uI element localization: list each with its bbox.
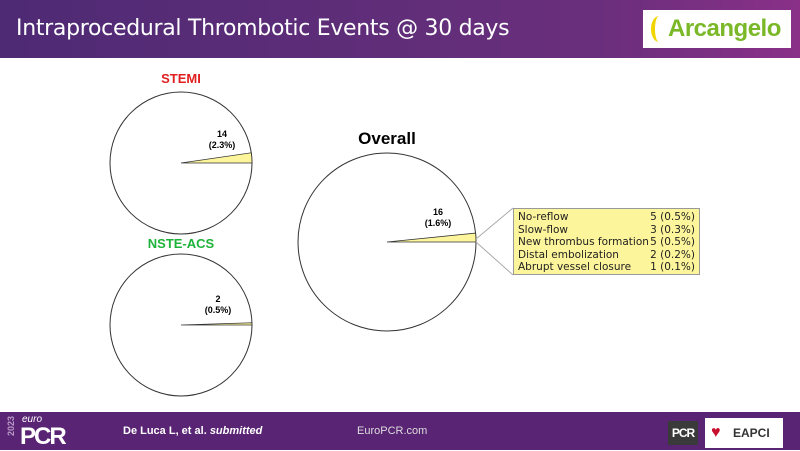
- pie-charts: STEMI 14(2.3%) NSTE-ACS 2(0.5%) Overall 16(1.…: [109, 71, 514, 397]
- event-label: Slow-flow: [518, 223, 569, 236]
- citation-authors: De Luca L, et al.: [123, 425, 207, 437]
- pie-stemi: STEMI 14(2.3%): [109, 71, 253, 235]
- legend-row: New thrombus formation 5 (0.5%): [518, 236, 695, 249]
- pie-event-slice: [386, 232, 477, 243]
- slice-count-label: 2: [215, 294, 220, 304]
- europcr-logo: PCR: [20, 423, 67, 450]
- pie-nste-acs: NSTE-ACS 2(0.5%): [109, 236, 253, 397]
- legend-connector: [475, 241, 514, 276]
- event-label: No-reflow: [518, 211, 569, 223]
- event-value: 1 (0.1%): [650, 261, 695, 273]
- legend-row: No-reflow 5 (0.5%): [518, 211, 695, 224]
- legend-row: Distal embolization 2 (0.2%): [518, 249, 695, 262]
- slide-title: Intraprocedural Thrombotic Events @ 30 d…: [16, 16, 510, 41]
- heart-icon: ♥: [711, 424, 721, 441]
- citation-status: submitted: [209, 425, 263, 437]
- brand-small: euro: [22, 414, 43, 425]
- event-value: 2 (0.2%): [650, 248, 695, 261]
- arcangelo-logo: Arcangelo: [643, 10, 791, 48]
- slice-percent-label: (0.5%): [205, 305, 232, 315]
- event-label: Abrupt vessel closure: [518, 261, 632, 273]
- event-label: Distal embolization: [518, 248, 619, 261]
- footer-bar: 2023 euro PCR De Luca L, et al. submitte…: [0, 412, 800, 450]
- year: 2023: [6, 416, 16, 437]
- slice-percent-label: (2.3%): [209, 140, 236, 150]
- website-link[interactable]: EuroPCR.com: [357, 425, 428, 437]
- logo-text: Arcangelo: [668, 15, 781, 42]
- header-bar: Intraprocedural Thrombotic Events @ 30 d…: [0, 0, 800, 58]
- legend-row: Abrupt vessel closure 1 (0.1%): [518, 261, 695, 274]
- pie-title: Overall: [358, 129, 416, 148]
- event-value: 5 (0.5%): [650, 211, 695, 223]
- event-label: New thrombus formation: [518, 236, 649, 248]
- legend-connector: [475, 207, 514, 240]
- pie-title: STEMI: [161, 71, 201, 86]
- eapci-text: EAPCI: [733, 426, 770, 440]
- legend-row: Slow-flow 3 (0.3%): [518, 224, 695, 237]
- event-value: 5 (0.5%): [650, 236, 695, 248]
- citation: De Luca L, et al. submitted: [123, 425, 262, 437]
- pie-title: NSTE-ACS: [148, 236, 215, 251]
- leaf-icon: [651, 16, 667, 42]
- event-value: 3 (0.3%): [650, 223, 695, 236]
- slice-count-label: 14: [217, 129, 227, 139]
- slice-count-label: 16: [433, 207, 443, 217]
- overall-breakdown-legend: No-reflow 5 (0.5%) Slow-flow 3 (0.3%) New th…: [513, 208, 700, 275]
- pie-event-slice: [180, 322, 253, 326]
- eapci-logo: ♥ EAPCI: [705, 418, 783, 448]
- slice-percent-label: (1.6%): [425, 218, 452, 228]
- pie-event-slice: [180, 152, 253, 164]
- pcr-logo: PCR: [668, 421, 698, 445]
- pie-overall: Overall 16(1.6%): [297, 129, 514, 332]
